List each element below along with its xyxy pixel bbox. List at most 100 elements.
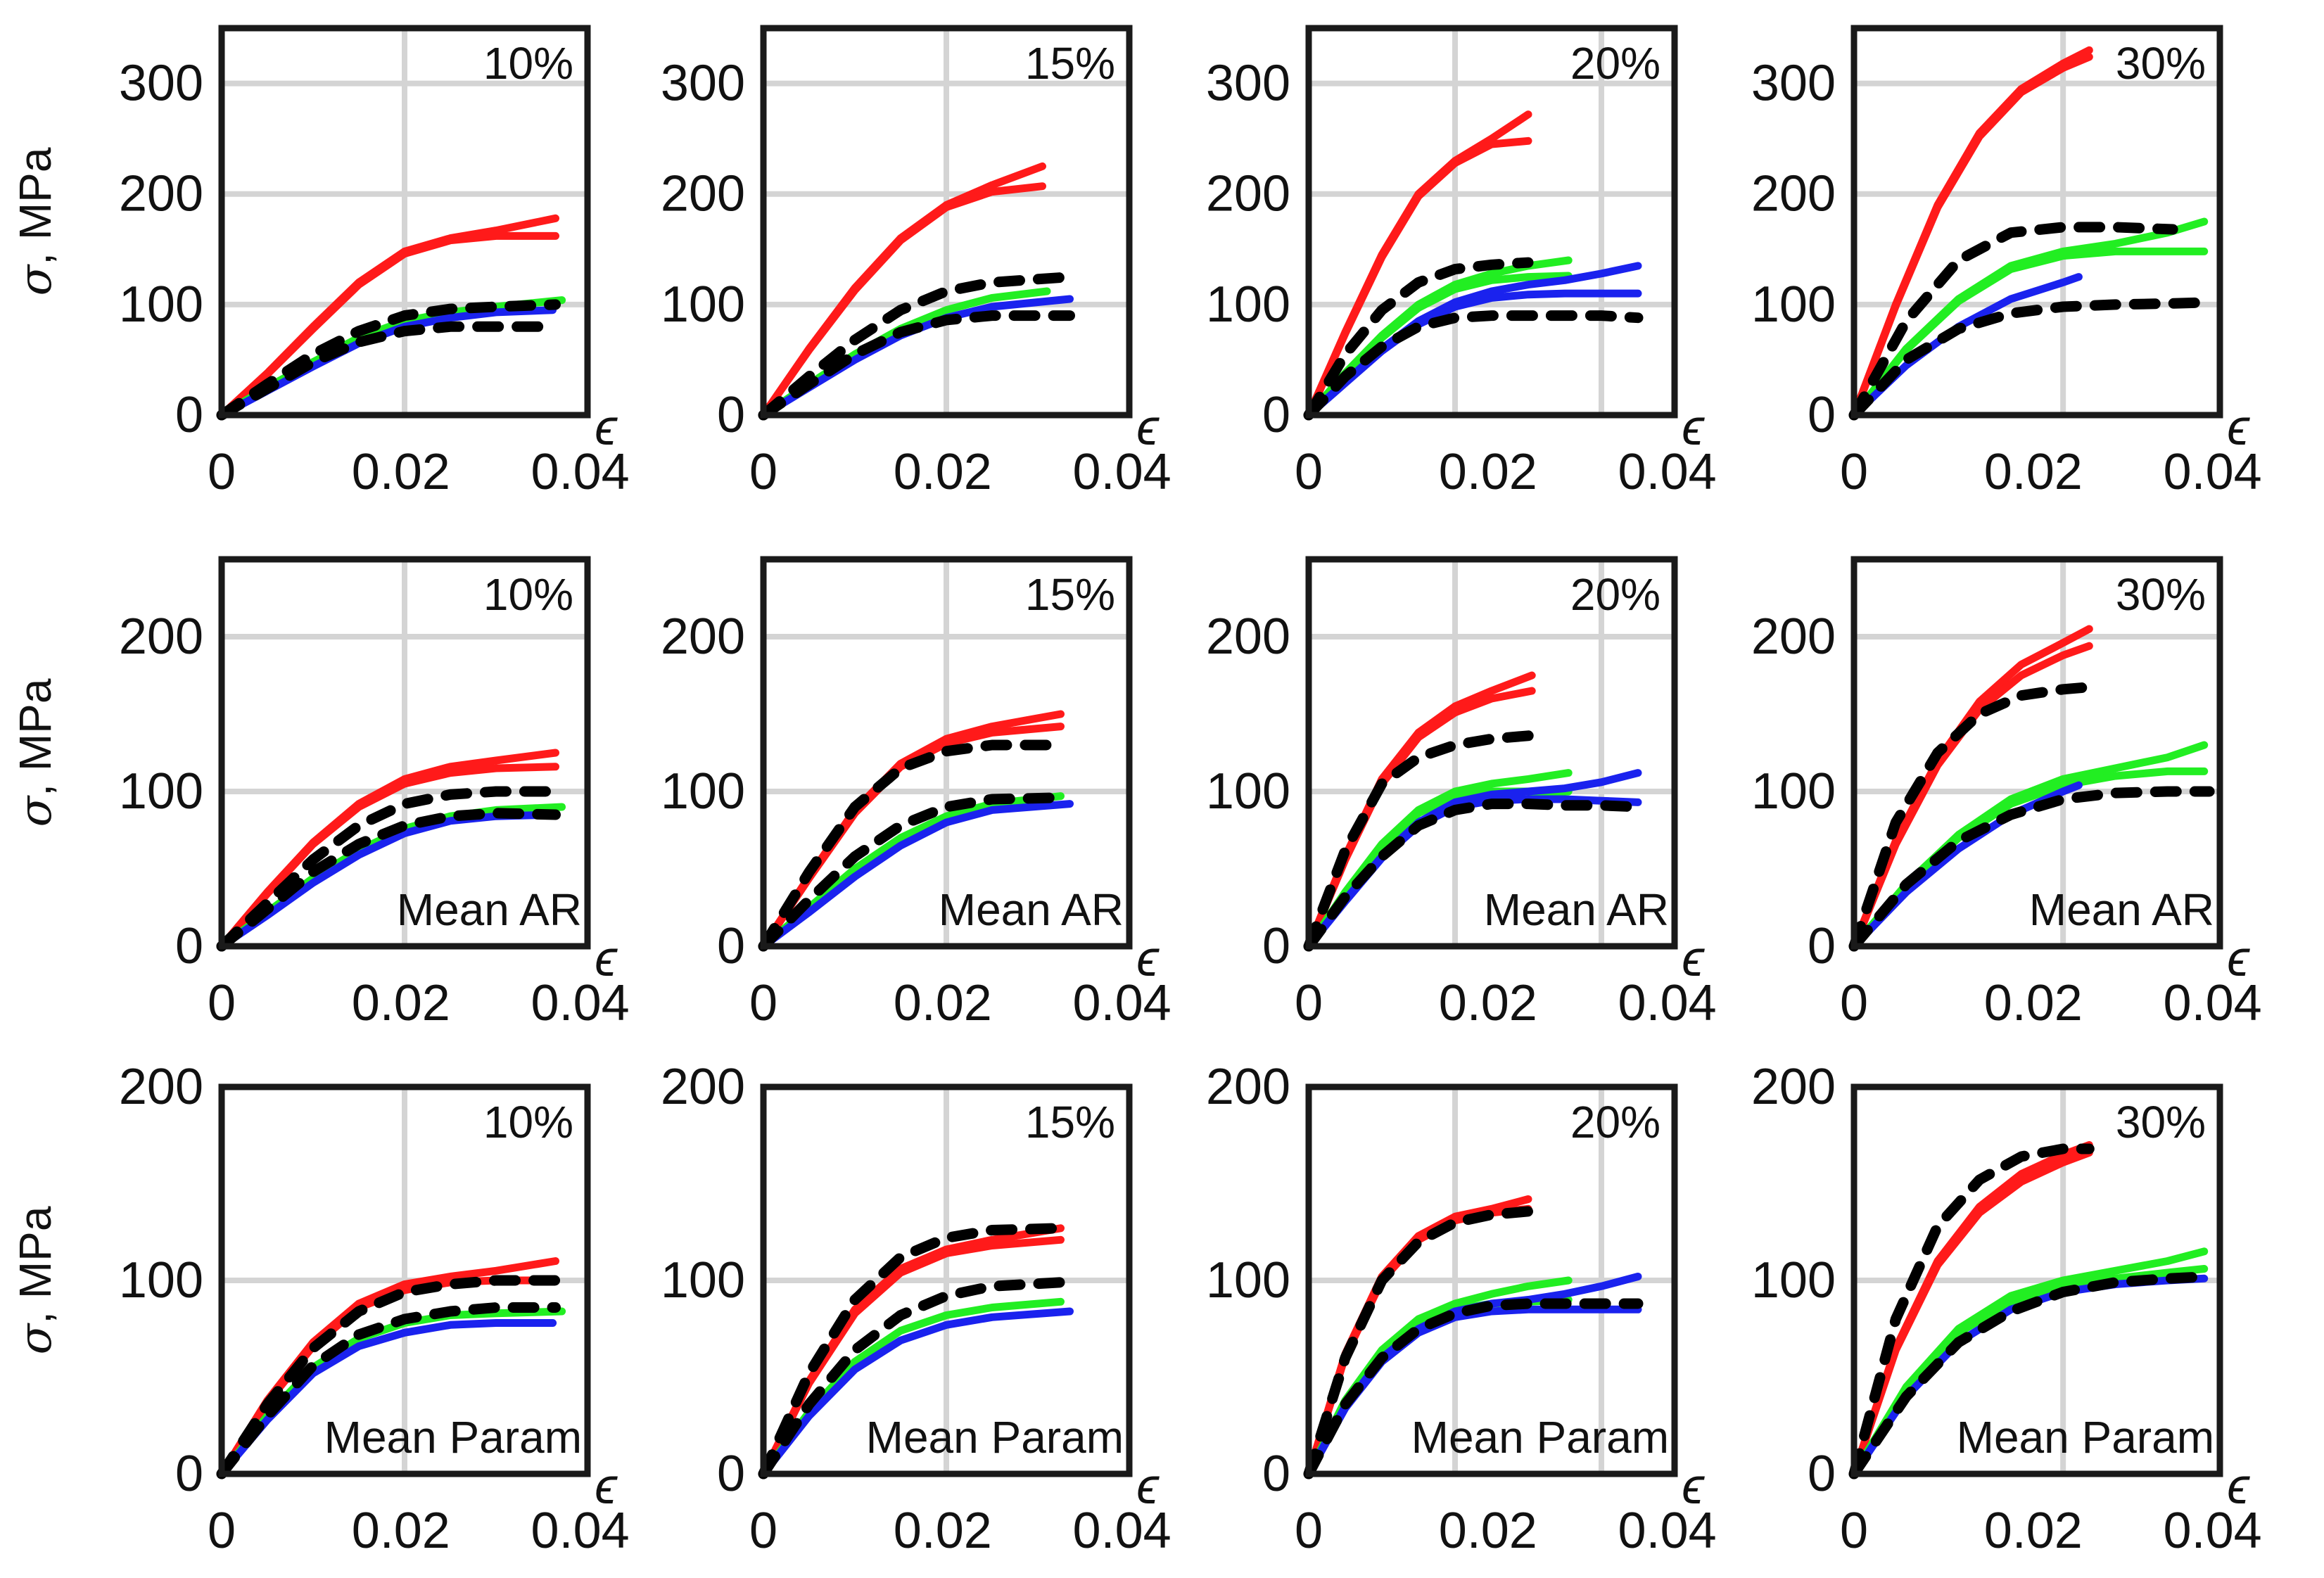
x-tick-label: 0.04 <box>1618 975 1717 1031</box>
y-tick-label: 0 <box>1808 918 1836 974</box>
y-tick-label: 0 <box>717 387 745 443</box>
variant-label: Mean Param <box>1411 1412 1669 1463</box>
y-tick-label: 100 <box>1751 276 1836 333</box>
y-tick-label: 100 <box>1206 763 1290 820</box>
x-tick-label: 0.04 <box>1073 444 1171 500</box>
series-line-blue <box>759 1307 1074 1478</box>
x-tick-label: 0 <box>208 975 236 1031</box>
y-tick-label: 0 <box>717 918 745 974</box>
series-line-black-dashed <box>758 310 1075 421</box>
y-tick-label: 100 <box>661 1252 745 1309</box>
x-tick-label: 0.02 <box>894 975 992 1031</box>
series-line-black-dashed <box>758 739 1066 952</box>
y-tick-label: 0 <box>175 1446 203 1502</box>
panel-r3c2: 0 100 200 0 0.02 0.04ϵ 15% Mean Param <box>661 1059 1171 1559</box>
series-line-black-dashed <box>1303 310 1644 421</box>
x-tick-label: 0.02 <box>894 1503 992 1559</box>
fiber-fraction-label: 20% <box>1570 38 1661 89</box>
series-line-blue <box>217 810 557 950</box>
series-line-red <box>1850 53 2093 419</box>
variant-label: Mean AR <box>1484 884 1669 935</box>
x-axis-label: ϵ <box>2227 1458 2250 1515</box>
fiber-fraction-label: 30% <box>2116 569 2206 620</box>
series-line-red <box>1850 1149 2093 1478</box>
series-line-black-dashed <box>1303 1205 1541 1480</box>
series-line-black-dashed <box>758 1277 1066 1480</box>
x-tick-label: 0.04 <box>1073 1503 1171 1559</box>
y-tick-label: 300 <box>119 56 203 112</box>
x-tick-label: 0.02 <box>1439 975 1537 1031</box>
x-axis-label: ϵ <box>1682 931 1705 987</box>
series-line-red <box>1304 136 1532 419</box>
series-line-black-dashed <box>1848 680 2105 952</box>
x-tick-label: 0 <box>1295 444 1323 500</box>
series-line-red <box>217 231 559 419</box>
x-axis-label: ϵ <box>1136 1458 1160 1515</box>
panel-r1c1: 0 100 200 300 0 0.02 0.04ϵ 10% σ, MPa <box>10 25 630 500</box>
panel-r2c2: 0 100 200 0 0.02 0.04ϵ 15% Mean AR <box>661 556 1171 1031</box>
x-tick-label: 0.04 <box>2164 1503 2262 1559</box>
x-tick-label: 0.04 <box>531 444 630 500</box>
axes-frame <box>1305 25 1678 419</box>
x-axis-label: ϵ <box>1136 400 1160 456</box>
y-tick-label: 200 <box>1206 1059 1290 1115</box>
axes-frame <box>218 25 591 419</box>
x-tick-label: 0 <box>1840 444 1868 500</box>
variant-label: Mean Param <box>1957 1412 2214 1463</box>
y-tick-label: 0 <box>1808 1446 1836 1502</box>
x-axis-label: ϵ <box>1682 1458 1705 1515</box>
x-axis-label: ϵ <box>595 1458 618 1515</box>
y-tick-label: 100 <box>1751 763 1836 820</box>
variant-label: Mean AR <box>397 884 582 935</box>
series-line-black-dashed <box>1303 257 1534 421</box>
fiber-fraction-label: 15% <box>1025 569 1115 620</box>
series-line-blue <box>1304 289 1642 419</box>
x-tick-label: 0.02 <box>1984 1503 2083 1559</box>
y-tick-label: 200 <box>119 166 203 222</box>
fiber-fraction-label: 15% <box>1025 38 1115 89</box>
series-line-green <box>1850 247 2209 419</box>
fiber-fraction-label: 15% <box>1025 1097 1115 1147</box>
x-tick-label: 0.02 <box>894 444 992 500</box>
series-line-red <box>1850 642 2093 950</box>
x-tick-label: 0.04 <box>531 1503 630 1559</box>
y-tick-label: 300 <box>661 56 745 112</box>
y-axis-label-symbol: σ <box>10 263 62 295</box>
series-line-black-dashed <box>1303 1298 1644 1480</box>
x-tick-label: 0.04 <box>1618 444 1717 500</box>
x-tick-label: 0 <box>1295 1503 1323 1559</box>
panel-r3c3: 0 100 200 0 0.02 0.04ϵ 20% Mean Param <box>1206 1059 1717 1559</box>
panel-r2c3: 0 100 200 0 0.02 0.04ϵ 20% Mean AR <box>1206 556 1717 1031</box>
y-axis-label-symbol: σ <box>10 1322 62 1354</box>
x-tick-label: 0.02 <box>352 1503 450 1559</box>
fiber-fraction-label: 30% <box>2116 38 2206 89</box>
y-tick-label: 100 <box>119 763 203 820</box>
panel-r2c4: 0 100 200 0 0.02 0.04ϵ 30% Mean AR <box>1751 556 2262 1031</box>
y-tick-label: 0 <box>1262 918 1290 974</box>
panel-r1c4: 0 100 200 300 0 0.02 0.04ϵ 30% <box>1751 25 2262 500</box>
series-line-red <box>217 763 559 950</box>
series-line-green <box>1850 1265 2209 1478</box>
axes-frame <box>1850 1083 2223 1477</box>
y-tick-label: 200 <box>661 609 745 665</box>
x-tick-label: 0 <box>1295 975 1323 1031</box>
y-tick-label: 200 <box>1751 166 1836 222</box>
series-line-black-dashed <box>1303 730 1549 952</box>
x-tick-label: 0.04 <box>2164 975 2262 1031</box>
x-tick-label: 0.02 <box>1984 444 2083 500</box>
y-tick-label: 100 <box>661 763 745 820</box>
x-tick-label: 0.02 <box>352 444 450 500</box>
y-tick-label: 300 <box>1751 56 1836 112</box>
series-line-blue <box>759 800 1074 950</box>
variant-label: Mean Param <box>324 1412 582 1463</box>
x-tick-label: 0.04 <box>1618 1503 1717 1559</box>
series-line-black-dashed <box>758 272 1075 421</box>
axes-frame <box>1850 556 2223 950</box>
panel-r1c3: 0 100 200 300 0 0.02 0.04ϵ 20% <box>1206 25 1717 500</box>
panel-r1c2: 0 100 200 300 0 0.02 0.04ϵ 15% <box>661 25 1171 500</box>
series-line-black-dashed <box>1303 798 1644 952</box>
series-line-black-dashed <box>758 792 1066 952</box>
x-tick-label: 0.02 <box>1984 975 2083 1031</box>
y-tick-label: 100 <box>1751 1252 1836 1309</box>
